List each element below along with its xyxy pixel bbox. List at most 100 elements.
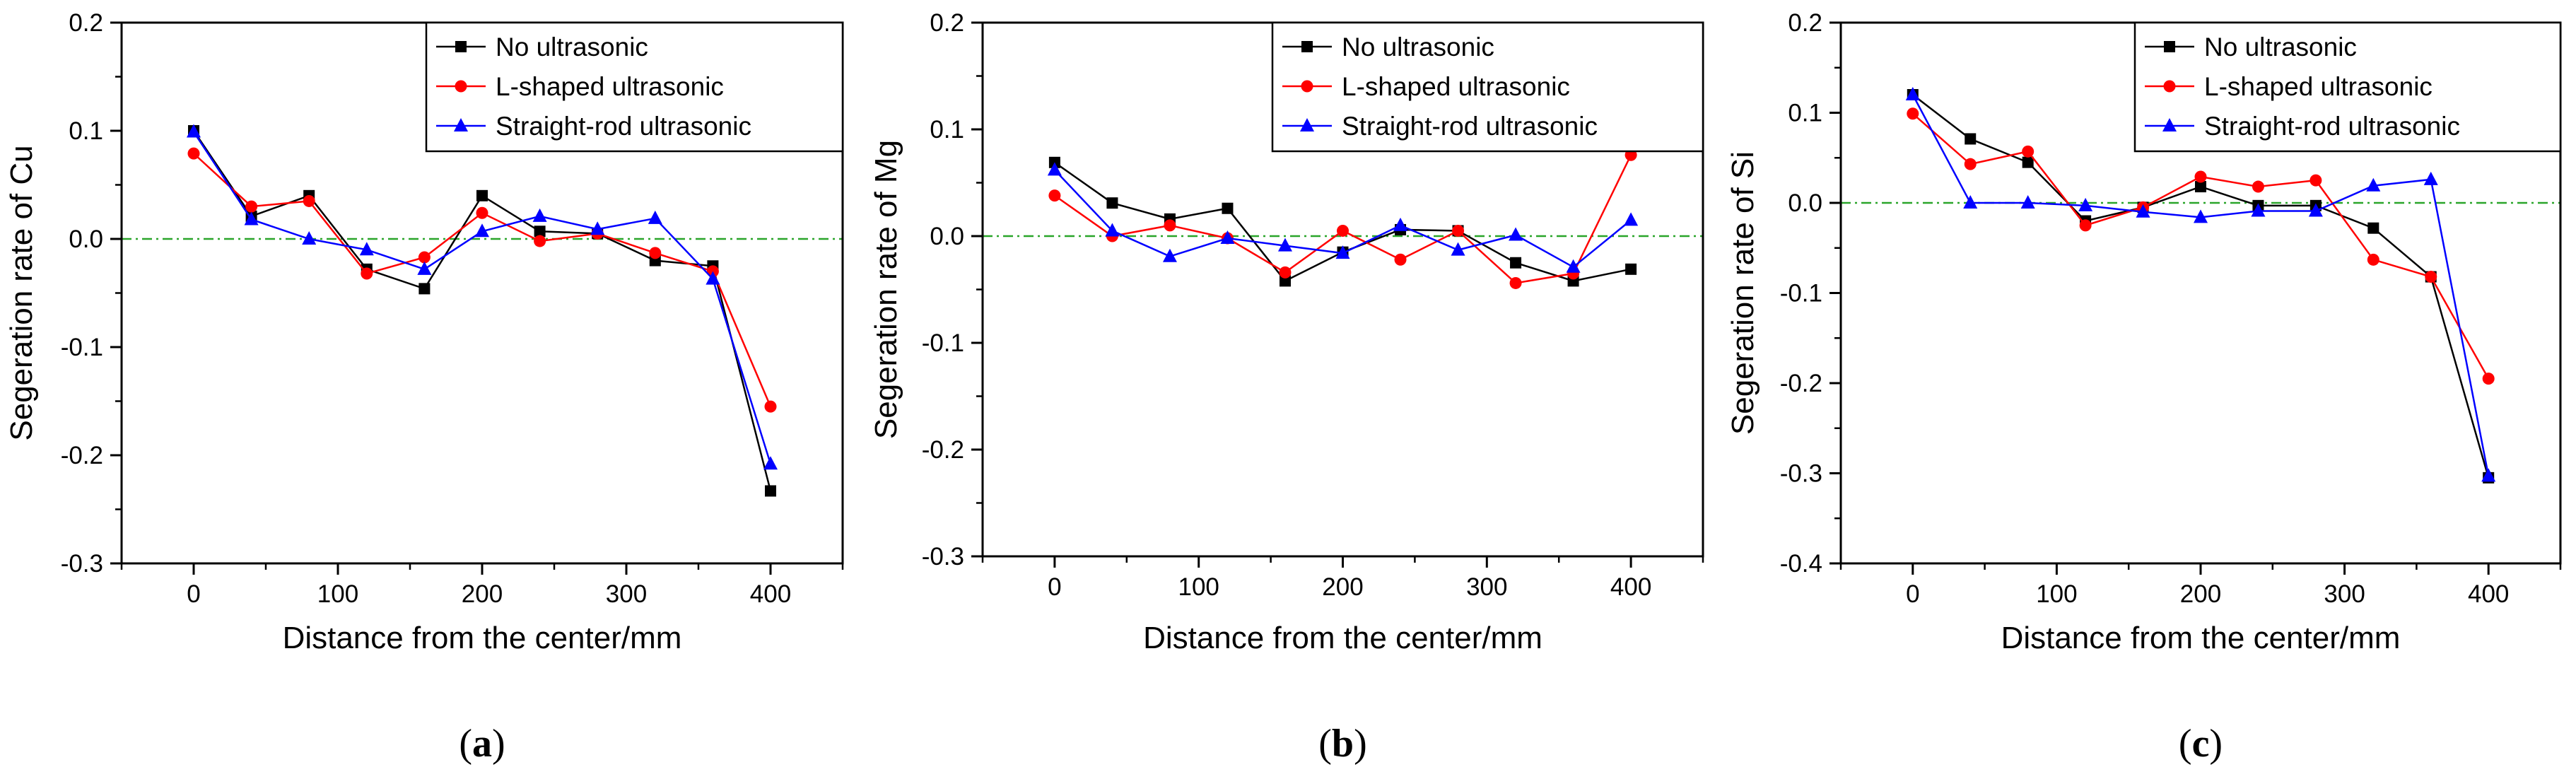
data-point (765, 485, 776, 497)
series-line (192, 130, 772, 491)
x-tick-label: 100 (317, 580, 358, 608)
x-tick-label: 200 (1322, 573, 1363, 601)
data-point (1394, 253, 1407, 266)
data-point (1162, 248, 1177, 262)
y-tick-label: -0.2 (922, 436, 964, 464)
series-line (1054, 161, 1632, 282)
y-tick-label: -0.3 (1780, 460, 1822, 488)
x-tick-label: 400 (1610, 573, 1651, 601)
data-point (1451, 242, 1465, 256)
panel-label: (c) (2179, 722, 2223, 766)
x-tick-label: 200 (2180, 580, 2221, 608)
data-point (1047, 162, 1062, 176)
data-point (476, 206, 488, 219)
data-point (2251, 203, 2266, 217)
data-point (1624, 212, 1639, 226)
x-axis-title: Distance from the center/mm (2001, 621, 2401, 655)
series-line (192, 131, 772, 464)
legend-swatch-marker (455, 41, 467, 52)
data-point (648, 210, 662, 224)
data-point (1164, 219, 1176, 232)
legend: No ultrasonic L-shaped ultrasonic Straight… (1271, 21, 1704, 153)
data-point (1277, 238, 1292, 252)
data-point (532, 208, 547, 222)
x-tick-label: 300 (2324, 580, 2365, 608)
data-point (1337, 224, 1349, 237)
data-point (1220, 230, 1235, 245)
y-axis-title: Segeration rate of Cu (4, 145, 39, 440)
data-point (1964, 158, 1977, 170)
x-tick-label: 0 (187, 580, 200, 608)
data-point (1105, 223, 1120, 237)
legend: No ultrasonic L-shaped ultrasonic Straight… (425, 21, 844, 153)
y-tick-label: -0.3 (922, 543, 964, 570)
x-tick-label: 100 (1178, 573, 1219, 601)
data-point (359, 242, 374, 256)
series-straight-rod-ultrasonic (187, 124, 778, 470)
data-point (590, 221, 605, 235)
data-point (1106, 197, 1118, 209)
series-line (1911, 112, 2490, 380)
legend-box (2133, 21, 2562, 153)
legend-label: L-shaped ultrasonic (1342, 72, 1570, 101)
data-point (476, 189, 488, 201)
data-point (2022, 145, 2035, 158)
chart-panel-2: 0 100 200 300 400 -0.3 -0.2 -0.1 0.0 0.1 0.2 Distan… (869, 9, 1704, 766)
legend-box (425, 21, 844, 153)
data-point (417, 261, 432, 275)
y-axis-title: Segeration rate of Si (1726, 151, 1760, 435)
data-point (649, 247, 662, 259)
y-tick-label: 0.2 (69, 9, 103, 37)
data-point (1509, 276, 1522, 289)
x-tick-label: 100 (2036, 580, 2077, 608)
data-point (187, 147, 200, 160)
legend-label: No ultrasonic (1342, 33, 1494, 62)
x-tick-label: 300 (606, 580, 647, 608)
data-point (1510, 257, 1522, 269)
data-point (2481, 468, 2496, 482)
data-point (2079, 219, 2092, 232)
data-point (1222, 202, 1234, 214)
legend-swatch-marker (2163, 80, 2176, 93)
series-l-shaped-ultrasonic (1907, 107, 2495, 385)
data-point (244, 211, 259, 226)
data-point (361, 267, 373, 280)
data-point (1393, 217, 1408, 231)
data-point (2482, 373, 2495, 385)
data-point (2194, 209, 2208, 223)
y-tick-label: 0.0 (69, 226, 103, 253)
data-point (302, 231, 317, 245)
y-tick-label: 0.0 (930, 223, 964, 250)
legend-swatch-marker (1300, 118, 1314, 131)
legend-box (1271, 21, 1704, 153)
data-point (1965, 133, 1977, 145)
legend-label: Straight-rod ultrasonic (2204, 112, 2460, 141)
data-point (303, 194, 315, 207)
x-tick-label: 300 (1466, 573, 1507, 601)
y-tick-label: -0.1 (61, 334, 103, 361)
data-point (2367, 253, 2379, 266)
y-tick-label: 0.1 (930, 116, 964, 144)
y-tick-label: -0.2 (1780, 370, 1822, 397)
panel-label: (a) (459, 722, 505, 766)
data-point (2020, 195, 2035, 209)
legend-label: Straight-rod ultrasonic (1342, 112, 1598, 141)
data-point (1279, 275, 1291, 287)
data-point (534, 226, 546, 238)
data-point (187, 124, 201, 138)
y-tick-label: 0.1 (1788, 100, 1822, 127)
series-l-shaped-ultrasonic (187, 147, 777, 413)
data-point (2367, 222, 2379, 234)
legend-swatch-marker (2162, 118, 2177, 131)
legend-swatch-marker (2164, 41, 2175, 52)
data-point (1905, 87, 1920, 100)
chart-panel-1: 0 100 200 300 400 -0.3 -0.2 -0.1 0.0 0.1 0.2 Distan… (4, 9, 844, 766)
series-straight-rod-ultrasonic (1047, 162, 1639, 273)
y-tick-label: -0.2 (61, 442, 103, 469)
data-point (245, 200, 258, 213)
data-point (2194, 170, 2207, 183)
series-line (1912, 94, 2490, 479)
data-point (2308, 203, 2323, 217)
data-point (475, 223, 489, 238)
